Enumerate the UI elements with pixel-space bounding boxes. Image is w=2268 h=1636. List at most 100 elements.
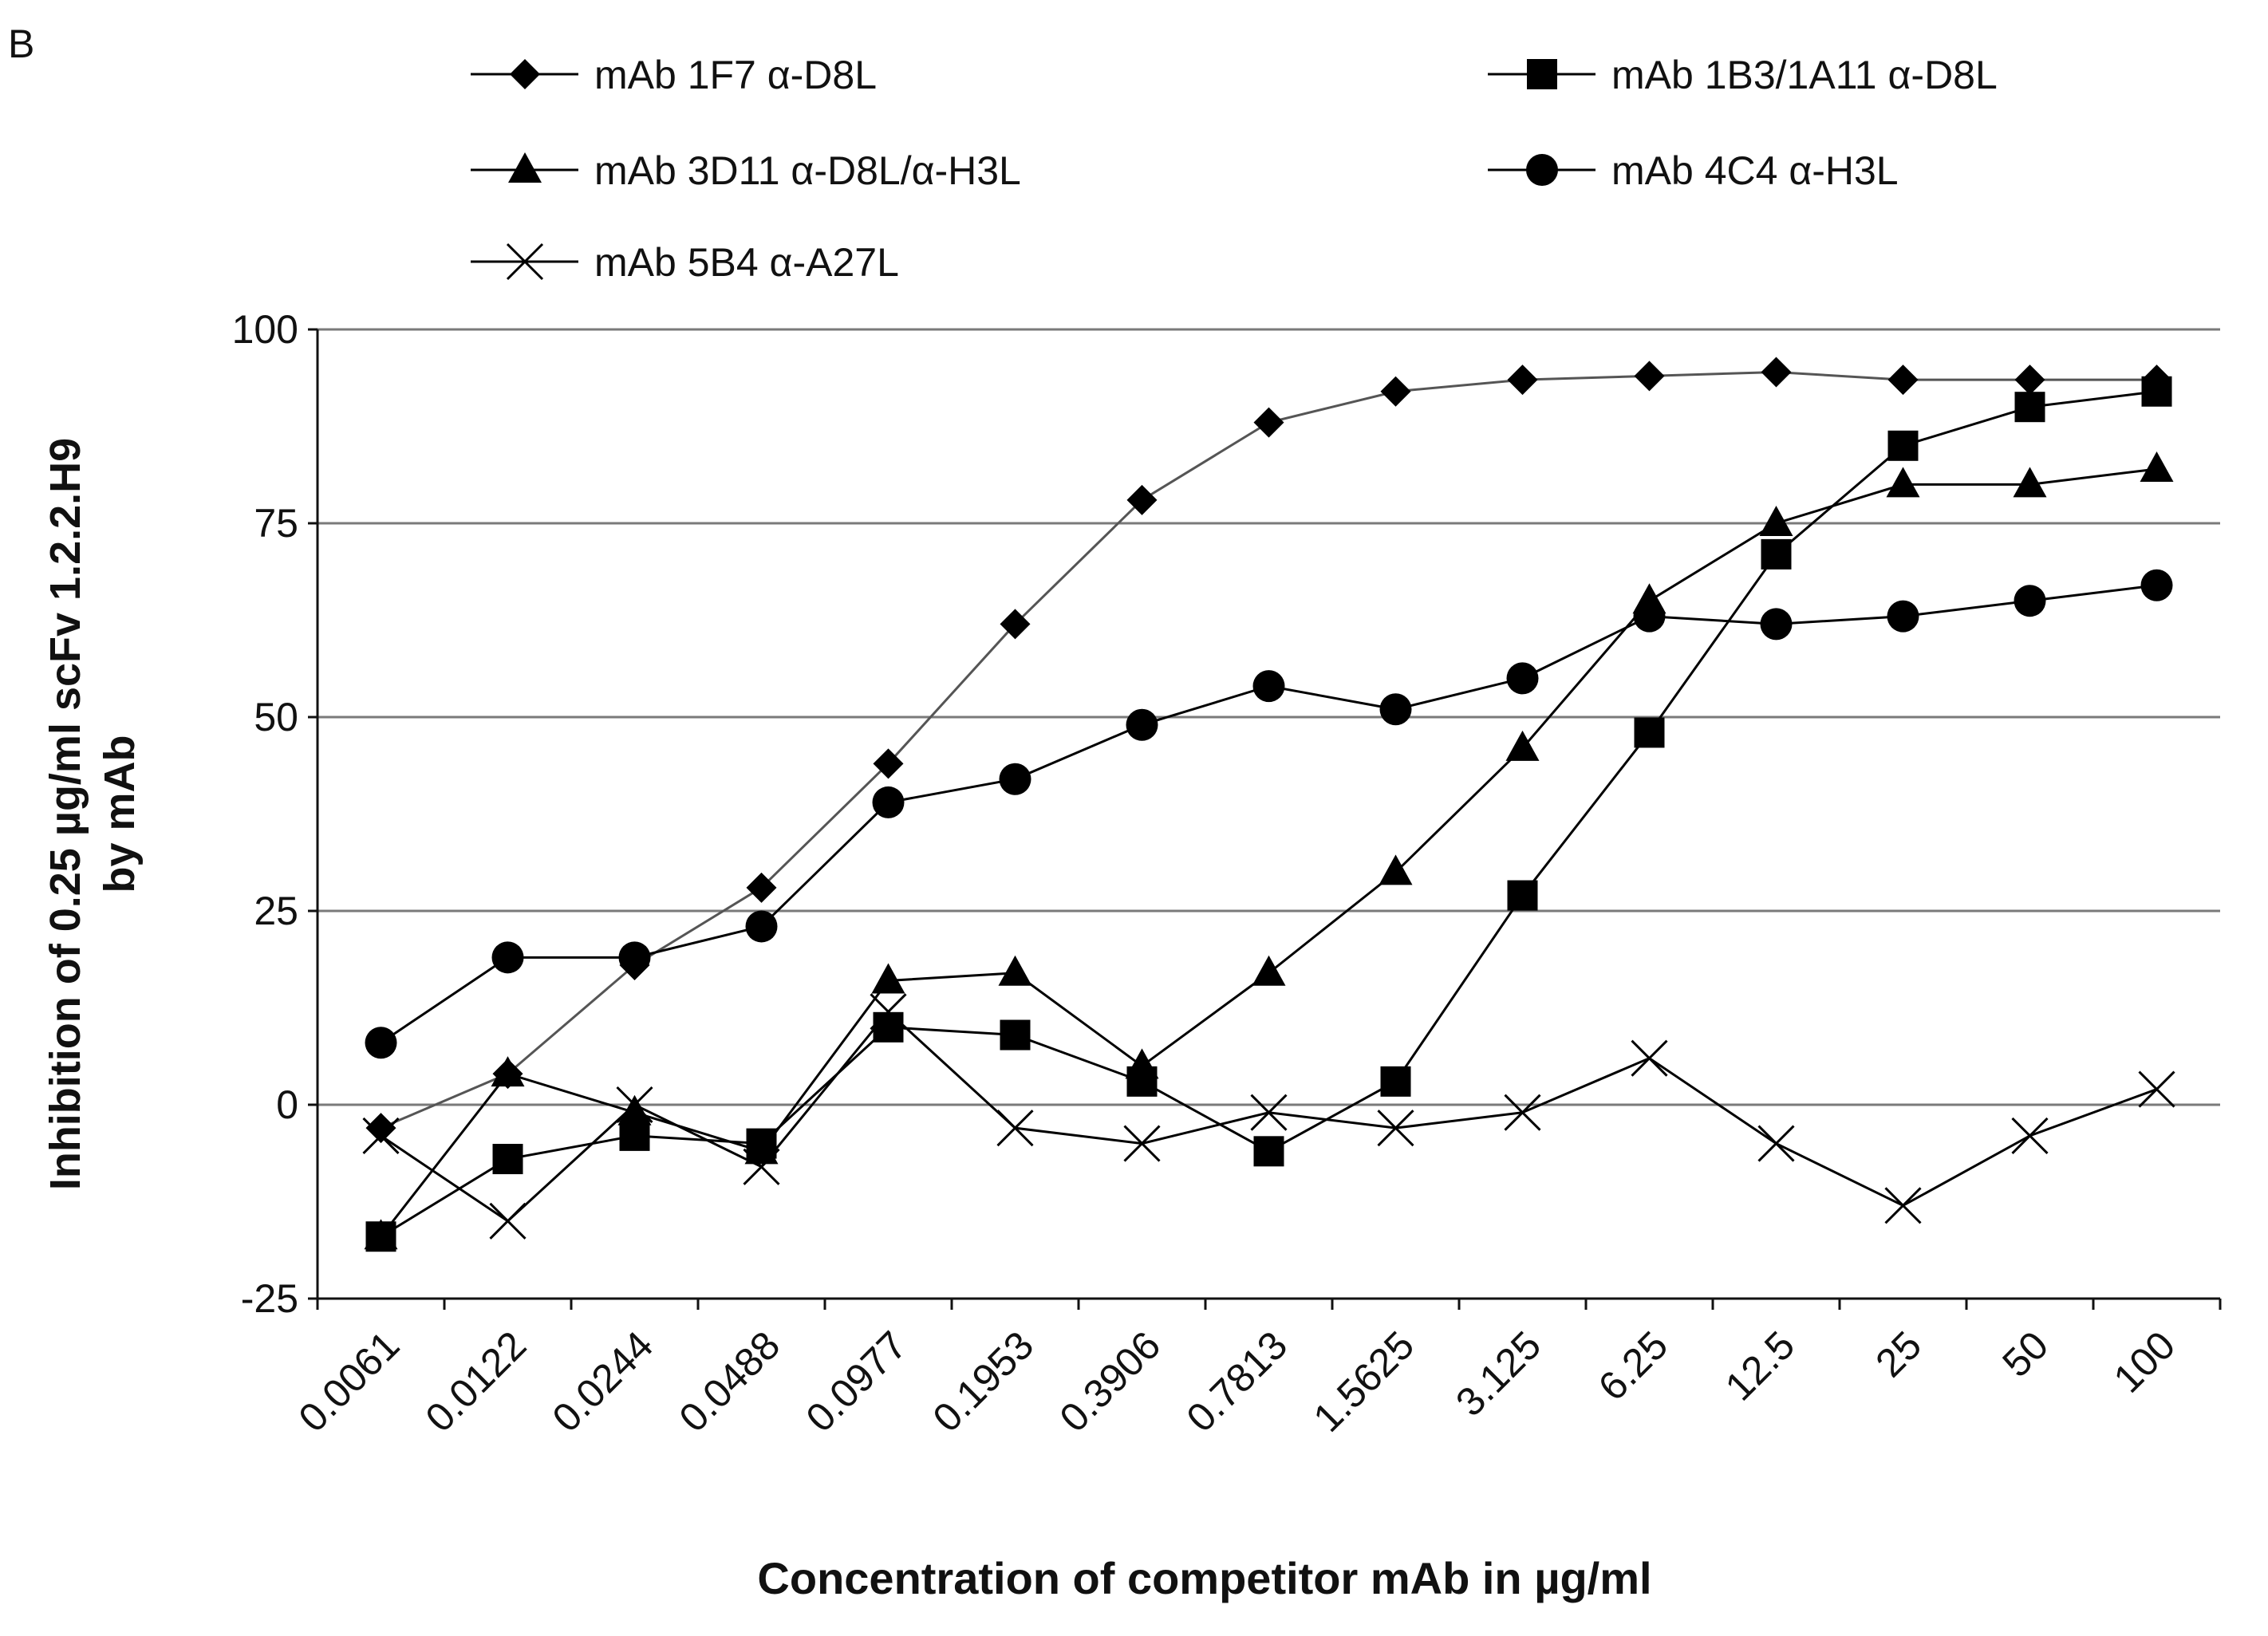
y-tick-label: 100	[232, 307, 298, 352]
data-point-s1	[1253, 407, 1284, 438]
data-point-s5	[1377, 1110, 1414, 1147]
data-point-s4	[1126, 708, 1158, 741]
x-tick-label: 0.0122	[417, 1323, 535, 1441]
legend-item: mAb 4C4 α-H3L	[1488, 148, 1899, 193]
legend-item: mAb 3D11 α-D8L/α-H3L	[471, 148, 1021, 193]
data-point-s5	[1504, 1094, 1541, 1131]
y-tick-label: 50	[254, 695, 298, 739]
x-marker-stroke	[1377, 1110, 1414, 1147]
y-tick-label: 75	[254, 501, 298, 546]
x-marker-stroke	[1884, 1187, 1922, 1224]
data-point-s4	[1760, 608, 1793, 641]
legend-label: mAb 1F7 α-D8L	[594, 53, 877, 97]
data-point-s5	[996, 1110, 1034, 1147]
data-point-s2	[2014, 392, 2045, 423]
data-point-s2	[492, 1144, 523, 1175]
data-point-s1	[1000, 609, 1031, 640]
data-point-s3	[1505, 730, 1540, 761]
x-tick-label: 6.25	[1590, 1323, 1676, 1409]
legend-item: mAb 1F7 α-D8L	[471, 53, 877, 97]
legend-label: mAb 4C4 α-H3L	[1611, 148, 1899, 193]
x-marker-stroke	[616, 1086, 653, 1124]
data-point-s5	[1884, 1187, 1922, 1224]
legend-label: mAb 1B3/1A11 α-D8L	[1611, 53, 1998, 97]
data-point-s2	[2141, 376, 2172, 407]
x-marker-stroke	[1757, 1125, 1795, 1162]
legend-marker	[1527, 59, 1557, 89]
data-point-s2	[1634, 717, 1665, 748]
data-point-s2	[1000, 1019, 1031, 1051]
x-tick-label: 12.5	[1717, 1323, 1803, 1409]
x-tick-label: 1.5625	[1305, 1323, 1423, 1441]
x-tick-label: 0.7813	[1178, 1323, 1296, 1441]
data-point-s1	[746, 872, 777, 903]
gridlines	[318, 328, 2220, 1106]
x-marker-stroke	[1631, 1039, 1668, 1077]
data-point-s5	[489, 1202, 527, 1240]
x-axis-title: Concentration of competitor mAb in µg/ml	[757, 1553, 1651, 1603]
data-point-s2	[1507, 880, 1538, 911]
data-point-s4	[365, 1027, 397, 1059]
data-point-s3	[2140, 451, 2174, 482]
data-point-s2	[1253, 1136, 1284, 1167]
x-tick-label: 0.3906	[1051, 1323, 1169, 1441]
data-point-s4	[2014, 585, 2046, 617]
x-marker-stroke	[506, 242, 544, 281]
data-point-s3	[1886, 467, 1920, 498]
data-point-s4	[1379, 693, 1412, 726]
data-point-s5	[2011, 1117, 2049, 1154]
data-point-s3	[998, 955, 1032, 986]
data-point-s1	[1887, 365, 1919, 396]
x-marker-stroke	[870, 993, 907, 1031]
data-point-s1	[1507, 365, 1538, 396]
data-point-s1	[1126, 484, 1158, 515]
legend-item: mAb 5B4 α-A27L	[471, 240, 899, 285]
axes: -25 0 25 50 75 100 0.0061 0.0122 0.0244 0.0488 0.0…	[232, 307, 2222, 1441]
x-marker-stroke	[996, 1110, 1034, 1147]
data-point-s1	[873, 748, 904, 779]
data-point-s5	[1757, 1125, 1795, 1162]
y-tick-label: 25	[254, 889, 298, 933]
x-tick-label: 0.0061	[290, 1323, 408, 1441]
data-point-s1	[2014, 365, 2045, 396]
data-point-s1	[1380, 376, 1411, 407]
series-markers	[362, 357, 2175, 1252]
data-point-s2	[1761, 538, 1792, 570]
data-point-s1	[1761, 357, 1792, 388]
panel-label: B	[8, 22, 34, 66]
data-point-s3	[1125, 1048, 1159, 1079]
data-point-s3	[364, 1219, 398, 1250]
data-point-s4	[2140, 569, 2173, 601]
legend-marker	[510, 59, 540, 89]
data-point-s5	[362, 1117, 400, 1154]
x-marker-stroke	[743, 1148, 780, 1185]
x-marker-stroke	[2011, 1117, 2049, 1154]
x-tick-label: 100	[2105, 1323, 2184, 1401]
data-point-s3	[1252, 955, 1286, 986]
y-tick-label: -25	[241, 1276, 298, 1321]
x-marker-stroke	[2138, 1070, 2175, 1108]
data-point-s3	[1759, 506, 1793, 536]
data-point-s4	[745, 910, 778, 943]
x-marker-stroke	[1123, 1125, 1161, 1162]
x-tick-label: 25	[1867, 1323, 1930, 1386]
legend-label: mAb 3D11 α-D8L/α-H3L	[594, 148, 1021, 193]
series-lines	[380, 370, 2158, 1238]
data-point-s3	[2013, 467, 2047, 498]
data-point-s3	[871, 963, 905, 994]
legend: mAb 1F7 α-D8L mAb 1B3/1A11 α-D8L mAb 3D11 …	[471, 53, 1998, 285]
x-marker-stroke	[362, 1117, 400, 1154]
data-point-s1	[365, 1113, 396, 1144]
data-point-s5	[1631, 1039, 1668, 1077]
data-point-s3	[491, 1056, 525, 1087]
legend-label: mAb 5B4 α-A27L	[594, 240, 899, 285]
legend-marker	[506, 242, 544, 281]
data-point-s4	[1633, 600, 1666, 633]
data-point-s1	[1634, 361, 1665, 392]
data-point-s2	[619, 1120, 650, 1151]
data-point-s3	[1379, 854, 1413, 885]
data-point-s2	[873, 1011, 904, 1043]
data-point-s4	[999, 763, 1031, 795]
